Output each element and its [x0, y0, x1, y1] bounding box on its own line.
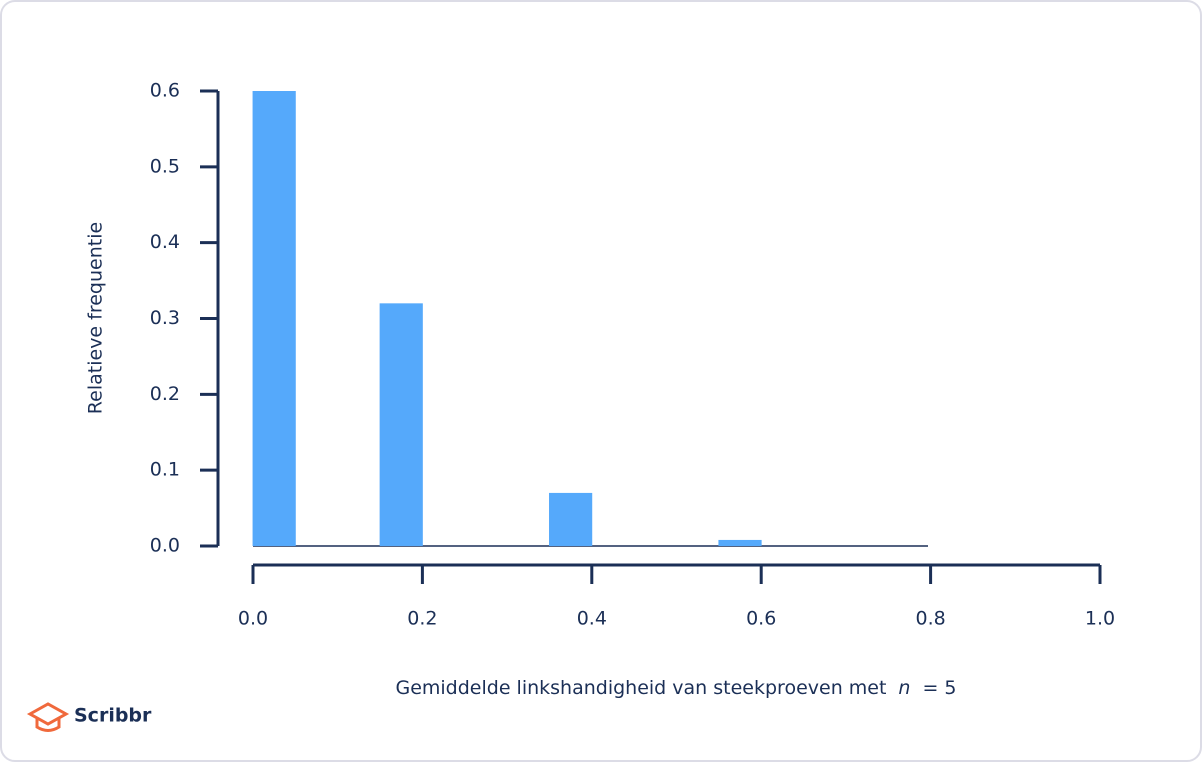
y-tick-label: 0.4 [150, 231, 180, 253]
x-tick-label: 0.6 [746, 608, 776, 630]
y-tick-label: 0.1 [150, 459, 180, 481]
logo-text: Scribbr [74, 705, 152, 727]
y-tick-label: 0.0 [150, 535, 180, 557]
bar [718, 539, 762, 546]
x-tick-label: 0.4 [577, 608, 607, 630]
x-tick-label: 0.2 [407, 608, 437, 630]
bar [379, 303, 423, 546]
y-tick-label: 0.6 [150, 80, 180, 102]
x-tick-label: 0.0 [238, 608, 268, 630]
x-label-var: n [898, 677, 910, 699]
x-axis-label: Gemiddelde linkshandigheid van steekproe… [395, 677, 956, 699]
logo: Scribbr [26, 702, 152, 732]
y-tick-label: 0.3 [150, 307, 180, 329]
logo-icon-base [35, 718, 61, 732]
x-tick-label: 1.0 [1085, 608, 1115, 630]
bar [252, 91, 296, 546]
y-tick-label: 0.5 [150, 155, 180, 177]
bar [549, 492, 593, 546]
x-tick-label: 0.8 [915, 608, 945, 630]
x-label-text: Gemiddelde linkshandigheid van steekproe… [395, 677, 886, 699]
x-label-eq: = 5 [922, 677, 956, 699]
y-axis-label: Relatieve frequentie [85, 222, 107, 414]
logo-icon [26, 702, 70, 726]
y-tick-label: 0.2 [150, 383, 180, 405]
